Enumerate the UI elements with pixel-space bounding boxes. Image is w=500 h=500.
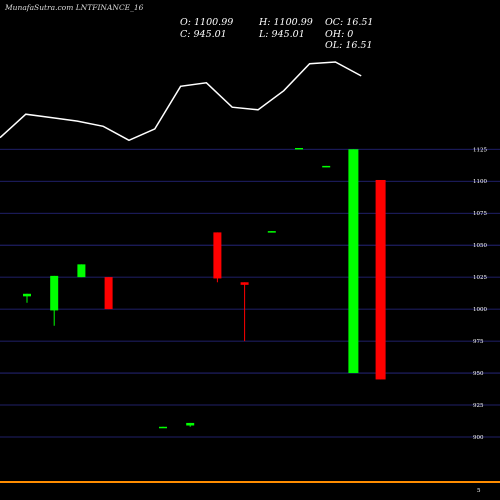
y-axis-ticks: 1125 1100 1075 1050 1025 1000 975 950 925 900 xyxy=(473,147,487,441)
high-value: H: 1100.99 xyxy=(259,17,313,28)
y-tick-label: 1050 xyxy=(473,243,487,249)
candle-body xyxy=(104,277,113,310)
candle-body xyxy=(23,293,31,297)
candles-layer xyxy=(23,148,386,429)
y-tick-label: 1000 xyxy=(473,307,487,313)
candle-body xyxy=(348,149,359,374)
y-tick-label: 1100 xyxy=(473,179,487,185)
candle-body xyxy=(240,282,249,285)
candle-body xyxy=(159,426,167,429)
price-line-layer xyxy=(0,61,362,142)
oc-value: OC: 16.51 xyxy=(325,17,374,28)
y-tick-label: 975 xyxy=(473,339,484,345)
chart-title: MunafaSutra.com LNTFINANCE_16 xyxy=(5,3,144,12)
candle-body xyxy=(295,148,303,150)
candle-body xyxy=(267,231,276,233)
price-line xyxy=(0,61,362,142)
close-value: C: 945.01 xyxy=(180,29,227,40)
open-value: O: 1100.99 xyxy=(180,17,234,28)
candle-body xyxy=(375,179,386,380)
candle-body xyxy=(77,264,86,278)
ol-value: OL: 16.51 xyxy=(325,40,373,51)
candle-body xyxy=(322,165,331,168)
volume-axis-label: 5 xyxy=(477,488,481,494)
oh-value: OH: 0 xyxy=(325,29,354,40)
y-tick-label: 1025 xyxy=(473,275,487,281)
y-tick-label: 950 xyxy=(473,371,484,377)
candle-body xyxy=(186,422,195,426)
y-tick-label: 1075 xyxy=(473,211,487,217)
y-tick-label: 1125 xyxy=(473,147,487,153)
candle-body xyxy=(213,232,222,279)
y-tick-label: 925 xyxy=(473,403,484,409)
low-value: L: 945.01 xyxy=(259,29,305,40)
candle-body xyxy=(50,275,59,311)
grid-lines xyxy=(0,148,500,438)
y-tick-label: 900 xyxy=(473,435,484,441)
